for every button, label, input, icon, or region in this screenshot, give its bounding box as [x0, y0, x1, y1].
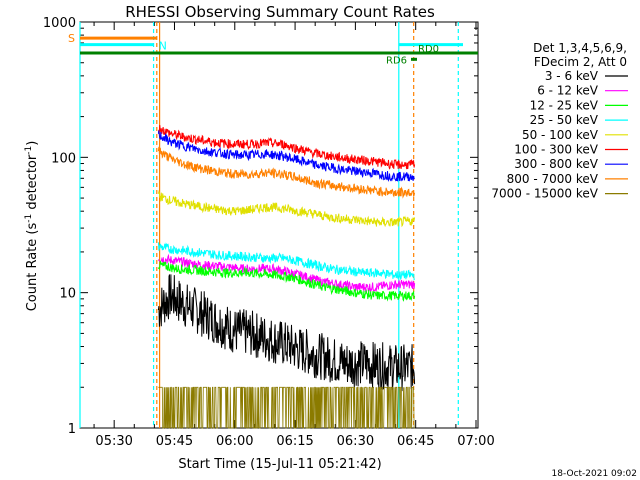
timestamp: 18-Oct-2021 09:02	[552, 469, 637, 479]
flag-s-label: S	[68, 32, 75, 45]
series-line	[157, 242, 416, 282]
legend-label: 12 - 25 keV	[530, 98, 599, 112]
y-axis-label-part: )	[25, 141, 40, 146]
y-axis-label-part: Count Rate (s	[25, 223, 40, 312]
legend-label: 3 - 6 keV	[545, 69, 599, 83]
series-line	[157, 130, 415, 182]
series-line	[157, 124, 416, 170]
legend-label: 300 - 800 keV	[514, 157, 598, 171]
x-tick-label: 06:00	[216, 434, 253, 449]
legend-header: FDecim 2, Att 0	[534, 55, 627, 69]
x-tick-label: 05:45	[156, 434, 193, 449]
y-tick-label: 10	[59, 287, 76, 302]
flag-n-label: N	[159, 40, 167, 53]
flag-rd0-label: RD0	[418, 44, 439, 55]
y-axis-label-superscript: -1	[24, 146, 34, 155]
y-axis-label: Count Rate (s-1 detector-1)	[24, 141, 40, 312]
series-line	[158, 386, 415, 429]
legend-label: 6 - 12 keV	[537, 84, 599, 98]
legend-header: Det 1,3,4,5,6,9,	[533, 41, 627, 55]
y-axis-label-part: detector	[25, 154, 40, 214]
x-tick-label: 06:15	[276, 434, 313, 449]
y-axis-label-superscript: -1	[24, 214, 34, 223]
x-tick-label: 06:45	[397, 434, 434, 449]
series-line	[157, 260, 416, 302]
x-tick-label: 06:30	[337, 434, 374, 449]
series-line	[157, 146, 416, 199]
legend-label: 50 - 100 keV	[522, 128, 599, 142]
y-tick-label: 1	[68, 422, 76, 437]
y-tick-label: 100	[51, 151, 76, 166]
x-tick-label: 05:30	[95, 434, 132, 449]
plot-frame	[79, 21, 479, 429]
series-line	[157, 274, 416, 392]
x-axis-label: Start Time (15-Jul-11 05:21:42)	[178, 457, 381, 472]
legend-label: 100 - 300 keV	[514, 143, 598, 157]
series-line	[157, 189, 416, 228]
flag-rd6-label: RD6	[386, 55, 407, 66]
legend-label: 7000 - 15000 keV	[491, 187, 598, 201]
chart-title: RHESSI Observing Summary Count Rates	[125, 3, 435, 21]
y-tick-label: 1000	[43, 16, 76, 31]
legend-label: 800 - 7000 keV	[507, 172, 599, 186]
x-tick-label: 07:00	[457, 434, 494, 449]
legend-label: 25 - 50 keV	[530, 113, 599, 127]
